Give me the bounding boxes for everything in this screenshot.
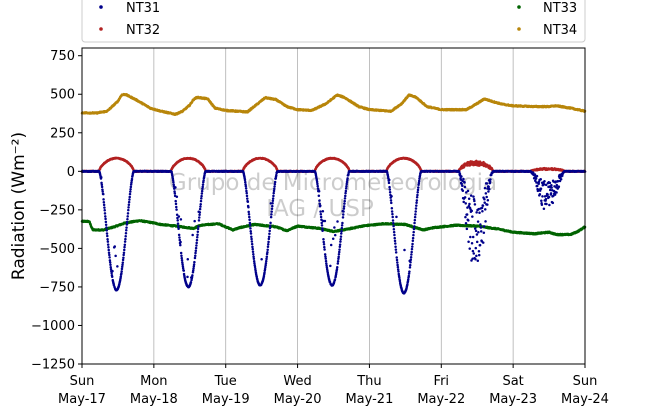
x-grid (153, 48, 514, 364)
legend-marker-nt32 (99, 27, 103, 31)
legend-box (81, 0, 586, 43)
series-layer (80, 92, 587, 295)
legend-marker-nt33 (517, 5, 521, 9)
legend-label-nt31: NT31 (126, 1, 160, 16)
legend: NT31 NT32 NT33 NT34 (81, 0, 586, 43)
watermark-line-1: Grupo de Micrometeorologia (169, 170, 497, 196)
series-nt33 (80, 219, 587, 237)
watermark: Grupo de Micrometeorologia IAG / USP (169, 170, 497, 222)
legend-label-nt34: NT34 (543, 23, 577, 38)
legend-marker-nt34 (517, 27, 521, 31)
series-nt34 (80, 92, 587, 116)
legend-label-nt32: NT32 (126, 23, 160, 38)
legend-label-nt33: NT33 (543, 1, 577, 16)
legend-marker-nt31 (99, 5, 103, 9)
